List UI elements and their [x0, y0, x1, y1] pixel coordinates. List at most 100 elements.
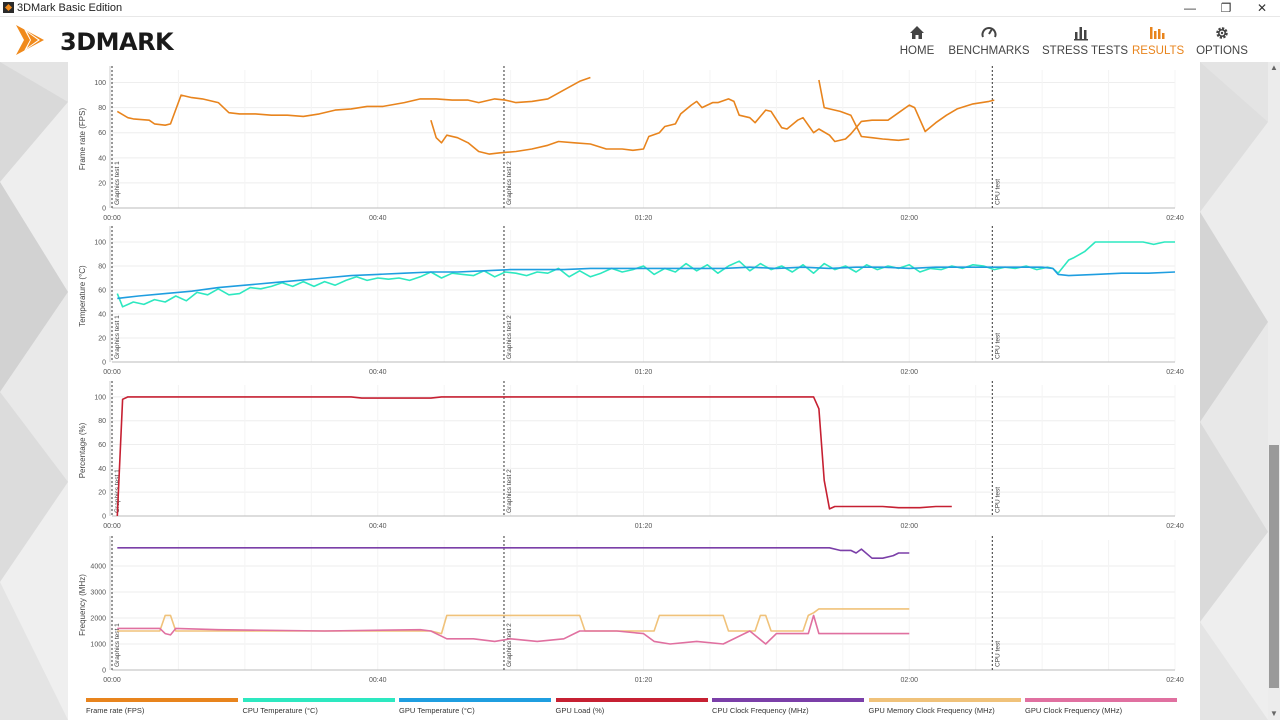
nav-benchmarks-label: BENCHMARKS: [948, 45, 1030, 57]
x-tick-label: 02:40: [1166, 523, 1184, 530]
legend-item[interactable]: GPU Memory Clock Frequency (MHz): [868, 698, 1021, 718]
results-icon: [1150, 27, 1165, 39]
nav-stress-tests[interactable]: STRESS TESTS: [1042, 17, 1129, 62]
legend-swatch: [868, 698, 1021, 702]
x-tick-label: 00:00: [103, 677, 121, 684]
nav-home-label: HOME: [899, 45, 935, 57]
legend-item[interactable]: Frame rate (FPS): [86, 698, 238, 718]
x-tick-label: 01:20: [635, 523, 653, 530]
y-axis-label: Temperature (°C): [78, 265, 87, 327]
app-icon: [3, 2, 14, 13]
chart-3: 0 20 40 60 80 100 00:00 00:40 01:20 02:00 02:40 Per…: [78, 381, 1184, 530]
x-tick-label: 02:00: [900, 369, 918, 376]
scroll-up-arrow[interactable]: ▲: [1270, 63, 1278, 72]
gear-icon: [1216, 27, 1228, 39]
x-tick-label: 01:20: [635, 677, 653, 684]
legend-label: CPU Temperature (°C): [242, 706, 318, 715]
results-panel: [68, 62, 1200, 720]
y-tick-label: 1000: [90, 642, 106, 649]
x-tick-label: 02:00: [900, 215, 918, 222]
nav-results-label: RESULTS: [1132, 45, 1185, 57]
y-tick-label: 60: [98, 442, 106, 449]
scroll-down-arrow[interactable]: ▼: [1270, 709, 1278, 718]
x-tick-label: 01:20: [635, 215, 653, 222]
x-tick-label: 02:40: [1166, 369, 1184, 376]
y-tick-label: 0: [102, 360, 106, 367]
y-tick-label: 100: [94, 240, 106, 247]
minimize-button[interactable]: —: [1184, 1, 1196, 15]
series-line: [430, 98, 995, 155]
y-tick-label: 100: [94, 394, 106, 401]
y-tick-label: 0: [102, 206, 106, 213]
scrollbar-thumb[interactable]: [1269, 445, 1279, 688]
series-line: [818, 79, 910, 142]
legend-item[interactable]: GPU Temperature (°C): [399, 698, 551, 718]
legend-swatch: [712, 698, 864, 702]
home-icon: [910, 26, 924, 39]
phase-label: Graphics test 1: [114, 161, 121, 205]
legend-item[interactable]: CPU Temperature (°C): [242, 698, 395, 718]
legend-label: Frame rate (FPS): [86, 706, 145, 715]
legend-label: GPU Load (%): [555, 706, 605, 715]
nav-results[interactable]: RESULTS: [1132, 17, 1185, 62]
series-line: [117, 266, 1176, 300]
chart-2: 0 20 40 60 80 100 00:00 00:40 01:20 02:00 02:40 Tem…: [78, 226, 1184, 376]
series-line: [117, 546, 910, 560]
nav-options[interactable]: OPTIONS: [1194, 17, 1250, 62]
phase-label: CPU test: [994, 487, 1001, 513]
y-axis-label: Percentage (%): [78, 422, 87, 478]
phase-label: Graphics test 1: [114, 623, 121, 667]
legend-label: GPU Temperature (°C): [399, 706, 475, 715]
phase-label: CPU test: [994, 179, 1001, 205]
x-tick-label: 00:40: [369, 369, 387, 376]
y-tick-label: 20: [98, 180, 106, 187]
y-tick-label: 4000: [90, 564, 106, 571]
nav-benchmarks[interactable]: BENCHMARKS: [948, 17, 1030, 62]
nav-stress-tests-label: STRESS TESTS: [1042, 45, 1129, 57]
x-tick-label: 00:40: [369, 677, 387, 684]
chart-1: 0 20 40 60 80 100 00:00 00:40 01:20 02:00 02:40 Fra…: [78, 66, 1184, 222]
logo-mark-icon: [16, 25, 44, 55]
y-tick-label: 20: [98, 490, 106, 497]
nav-home[interactable]: HOME: [893, 17, 941, 62]
restore-button[interactable]: ❐: [1220, 1, 1232, 15]
y-tick-label: 2000: [90, 616, 106, 623]
brand-logo[interactable]: 3DMARK: [14, 23, 174, 57]
y-tick-label: 0: [102, 514, 106, 521]
legend-item[interactable]: GPU Clock Frequency (MHz): [1025, 698, 1177, 718]
bar-chart-icon: [1074, 27, 1088, 41]
y-tick-label: 40: [98, 312, 106, 319]
x-tick-label: 02:00: [900, 523, 918, 530]
series-line: [116, 396, 952, 517]
legend-swatch: [86, 698, 238, 702]
legend-item[interactable]: GPU Load (%): [555, 698, 708, 718]
legend-swatch: [399, 698, 551, 702]
x-tick-label: 00:40: [369, 215, 387, 222]
y-tick-label: 80: [98, 105, 106, 112]
legend-label: GPU Clock Frequency (MHz): [1025, 706, 1123, 715]
x-tick-label: 02:40: [1166, 215, 1184, 222]
window-title: 3DMark Basic Edition: [17, 2, 123, 14]
x-tick-label: 02:00: [900, 677, 918, 684]
phase-label: Graphics test 2: [506, 161, 513, 205]
y-tick-label: 60: [98, 130, 106, 137]
nav-options-label: OPTIONS: [1196, 45, 1248, 57]
phase-label: Graphics test 2: [506, 469, 513, 513]
y-tick-label: 0: [102, 668, 106, 675]
legend-swatch: [242, 698, 395, 702]
window-title-bar: 3DMark Basic Edition — ❐ ✕: [0, 0, 1280, 17]
x-tick-label: 01:20: [635, 369, 653, 376]
x-tick-label: 00:40: [369, 523, 387, 530]
x-tick-label: 00:00: [103, 523, 121, 530]
close-button[interactable]: ✕: [1256, 1, 1268, 15]
y-axis-label: Frame rate (FPS): [78, 108, 87, 171]
phase-label: Graphics test 1: [114, 469, 121, 513]
gauge-icon: [981, 27, 997, 38]
phase-label: Graphics test 2: [506, 623, 513, 667]
legend-item[interactable]: CPU Clock Frequency (MHz): [712, 698, 864, 718]
y-tick-label: 20: [98, 336, 106, 343]
legend-swatch: [555, 698, 708, 702]
phase-label: Graphics test 2: [506, 315, 513, 359]
y-tick-label: 80: [98, 264, 106, 271]
